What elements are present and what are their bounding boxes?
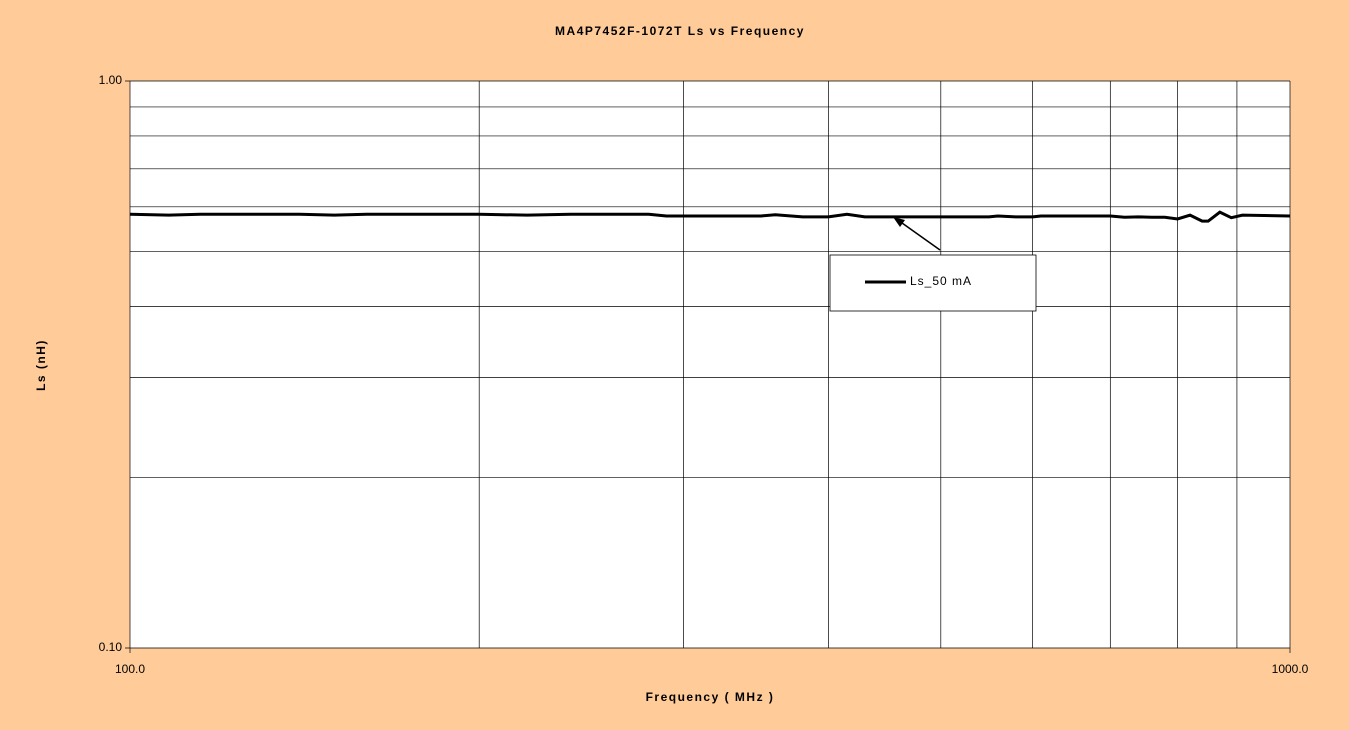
y-tick-label: 1.00	[99, 73, 123, 87]
x-tick-label: 100.0	[115, 662, 145, 676]
legend-label: Ls_50 mA	[910, 274, 972, 288]
plot-area	[130, 81, 1290, 648]
data-line	[129, 210, 1291, 223]
callout-arrowhead	[893, 217, 905, 227]
chart-title: MA4P7452F-1072T Ls vs Frequency	[555, 24, 805, 38]
x-axis-label: Frequency ( MHz )	[646, 690, 775, 704]
y-tick-label: 0.10	[99, 640, 123, 654]
y-axis-label: Ls (nH)	[34, 339, 48, 391]
x-tick-label: 1000.0	[1272, 662, 1309, 676]
legend-box	[829, 254, 1037, 312]
